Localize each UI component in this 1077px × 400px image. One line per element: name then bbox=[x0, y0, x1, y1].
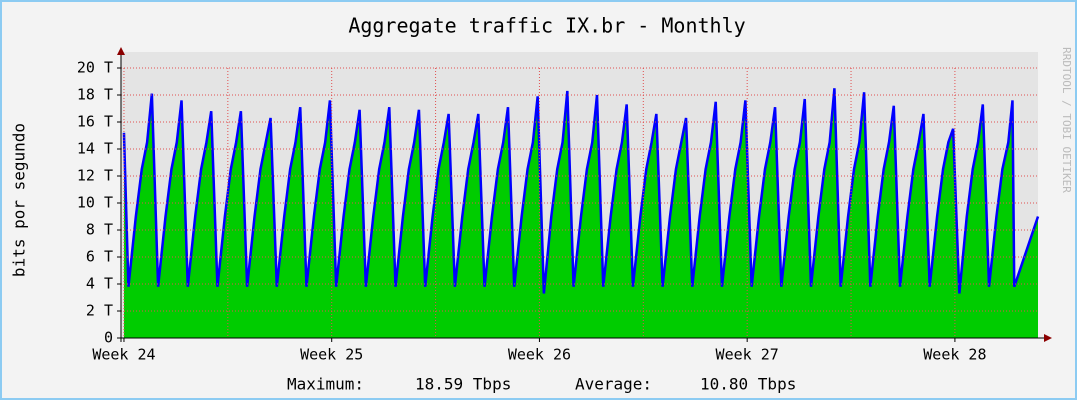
y-tick-label: 20 T bbox=[77, 59, 113, 77]
y-tick-label: 4 T bbox=[86, 275, 113, 293]
y-tick-label: 10 T bbox=[77, 194, 113, 212]
chart-title: Aggregate traffic IX.br - Monthly bbox=[348, 14, 745, 38]
y-axis-arrow bbox=[117, 47, 125, 55]
x-tick-label: Week 25 bbox=[300, 346, 363, 364]
x-tick-label: Week 28 bbox=[923, 346, 986, 364]
x-tick-label: Week 27 bbox=[716, 346, 779, 364]
footer-value: 18.59 Tbps bbox=[415, 375, 511, 394]
x-tick-label: Week 24 bbox=[92, 346, 155, 364]
footer-label: Maximum: bbox=[287, 375, 364, 394]
watermark: RRDTOOL / TOBI OETIKER bbox=[1060, 47, 1073, 193]
y-tick-label: 16 T bbox=[77, 113, 113, 131]
y-tick-label: 6 T bbox=[86, 248, 113, 266]
y-tick-label: 2 T bbox=[86, 302, 113, 320]
footer-value: 10.80 Tbps bbox=[700, 375, 796, 394]
line bbox=[122, 88, 1040, 294]
y-tick-label: 18 T bbox=[77, 86, 113, 104]
x-axis-arrow bbox=[1044, 334, 1052, 342]
y-tick-label: 8 T bbox=[86, 221, 113, 239]
x-tick-label: Week 26 bbox=[508, 346, 571, 364]
y-tick-label: 12 T bbox=[77, 167, 113, 185]
footer-label: Average: bbox=[575, 375, 652, 394]
y-tick-label: 0 bbox=[104, 329, 113, 347]
y-axis-label: bits por segundo bbox=[10, 123, 29, 277]
y-tick-label: 14 T bbox=[77, 140, 113, 158]
footer: Maximum: 18.59 Tbps Average: 10.80 Tbps bbox=[287, 375, 796, 394]
